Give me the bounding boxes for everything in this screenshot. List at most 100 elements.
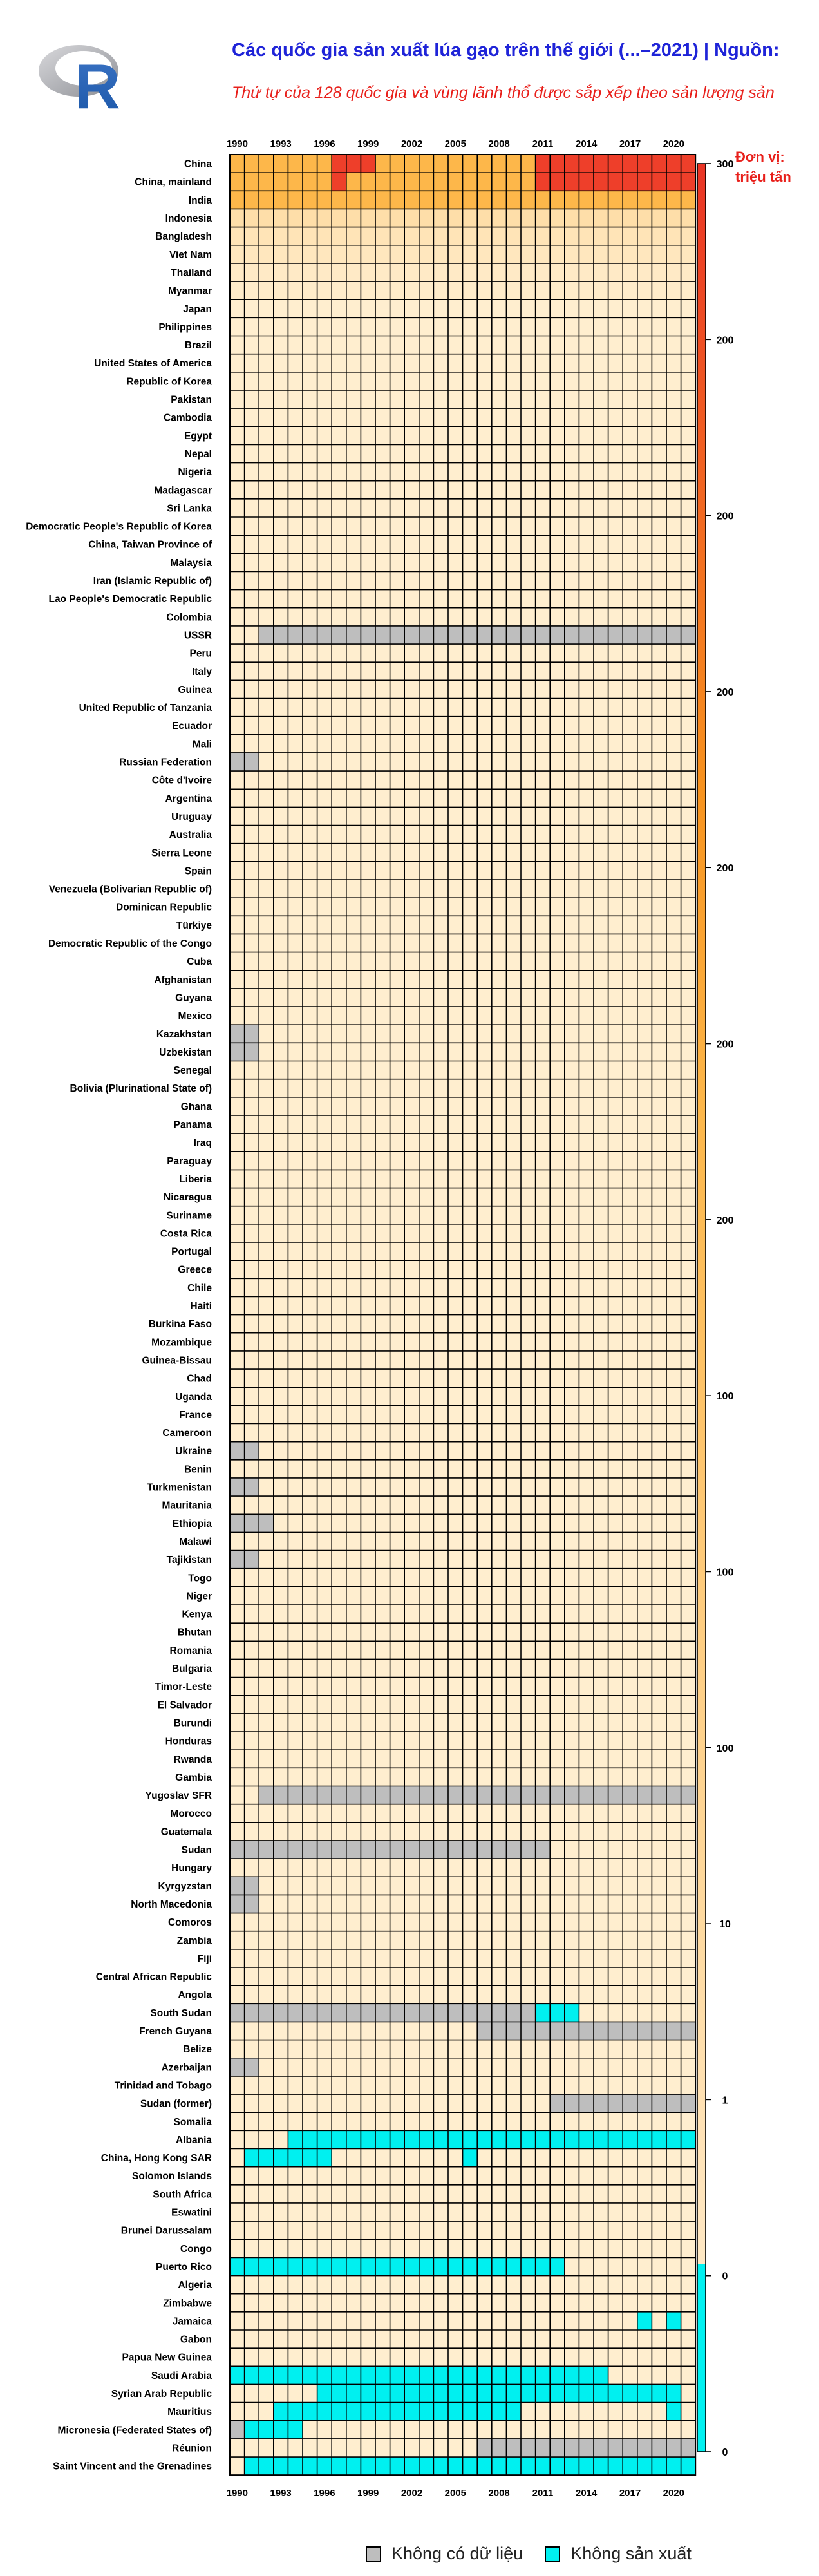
heatmap-cell (288, 1314, 303, 1334)
heatmap-cell (448, 1623, 463, 1642)
heatmap-cell (550, 771, 565, 790)
heatmap-cell (623, 1459, 638, 1479)
heatmap-cell (361, 988, 376, 1007)
heatmap-cell (259, 916, 274, 934)
heatmap-cell (273, 1025, 288, 1043)
heatmap-cell (346, 155, 361, 173)
heatmap-cell (230, 1350, 245, 1370)
heatmap-cell (419, 1079, 434, 1098)
heatmap-cell (419, 1750, 434, 1768)
heatmap-cell (390, 1043, 405, 1061)
heatmap-cell (317, 2384, 332, 2403)
heatmap-cell (506, 1459, 522, 1479)
heatmap-cell (259, 281, 274, 300)
heatmap-cell (477, 1822, 493, 1841)
heatmap-cell (623, 2275, 638, 2295)
heatmap-cell (404, 1496, 420, 1515)
heatmap-cell (623, 1007, 638, 1025)
heatmap-cell (491, 2166, 507, 2186)
heatmap-cell (419, 173, 434, 191)
heatmap-cell (608, 1949, 623, 1968)
heatmap-cell (259, 2330, 274, 2349)
heatmap-cell (288, 2112, 303, 2131)
heatmap-cell (506, 1586, 522, 1605)
heatmap-cell (244, 1659, 259, 1678)
heatmap-cell (623, 1170, 638, 1188)
heatmap-cell (361, 680, 376, 699)
heatmap-cell (666, 1115, 681, 1134)
heatmap-cell (303, 807, 317, 826)
heatmap-cell (594, 2112, 608, 2131)
heatmap-cell (594, 1405, 608, 1424)
heatmap-cell (419, 1405, 434, 1424)
heatmap-cell (288, 1732, 303, 1750)
heatmap-cell (535, 916, 551, 934)
heatmap-cell (506, 843, 522, 862)
heatmap-cell (550, 1423, 565, 1443)
heatmap-cell (477, 1387, 493, 1406)
heatmap-cell (346, 662, 361, 681)
heatmap-cell (594, 2003, 608, 2022)
heatmap-cell (332, 1350, 347, 1370)
heatmap-cell (375, 426, 390, 445)
heatmap-cell (506, 2022, 522, 2040)
heatmap-cell (433, 880, 449, 898)
heatmap-cell (594, 2330, 608, 2349)
heatmap-cell (666, 1532, 681, 1551)
heatmap-cell (404, 1025, 420, 1043)
heatmap-cell (317, 952, 332, 971)
heatmap-cell (637, 898, 652, 916)
heatmap-cell (623, 1314, 638, 1334)
heatmap-cell (346, 1133, 361, 1152)
heatmap-cell (332, 734, 347, 753)
heatmap-cell (317, 2402, 332, 2421)
heatmap-cell (375, 2330, 390, 2349)
heatmap-cell (288, 1188, 303, 1207)
heatmap-cell (288, 662, 303, 681)
heatmap-cell (681, 1496, 696, 1515)
heatmap-cell (303, 354, 317, 373)
heatmap-cell (288, 1061, 303, 1080)
heatmap-cell (332, 1043, 347, 1061)
heatmap-cell (477, 444, 493, 463)
heatmap-cell (535, 1786, 551, 1805)
heatmap-cell (637, 2184, 652, 2204)
heatmap-cell (550, 898, 565, 916)
heatmap-cell (390, 535, 405, 554)
heatmap-cell (317, 825, 332, 844)
heatmap-cell (448, 2022, 463, 2040)
heatmap-cell (666, 1786, 681, 1805)
heatmap-cell (608, 281, 623, 300)
heatmap-cell (448, 553, 463, 572)
heatmap-cell (332, 1985, 347, 2004)
heatmap-cell (521, 155, 536, 173)
heatmap-cell (579, 789, 594, 808)
heatmap-cell (303, 245, 317, 264)
heatmap-cell (666, 2221, 681, 2240)
heatmap-cell (244, 2040, 259, 2059)
heatmap-cell (448, 1151, 463, 1170)
heatmap-cell (448, 607, 463, 627)
heatmap-cell (477, 1278, 493, 1297)
heatmap-cell (230, 408, 245, 427)
country-label: Bolivia (Plurinational State of) (70, 1083, 212, 1094)
heatmap-cell (448, 317, 463, 336)
heatmap-cell (535, 662, 551, 681)
heatmap-cell (521, 2348, 536, 2367)
heatmap-cell (404, 317, 420, 336)
heatmap-cell (361, 227, 376, 246)
heatmap-cell (564, 1532, 579, 1551)
heatmap-cell (404, 662, 420, 681)
heatmap-cell (419, 716, 434, 735)
heatmap-cell (666, 2420, 681, 2439)
heatmap-cell (652, 372, 667, 391)
heatmap-cell (244, 1895, 259, 1913)
heatmap-cell (288, 191, 303, 209)
heatmap-cell (666, 2330, 681, 2349)
heatmap-cell (506, 1659, 522, 1678)
heatmap-cell (404, 227, 420, 246)
heatmap-cell (390, 1786, 405, 1805)
heatmap-cell (390, 1949, 405, 1968)
country-label: South Africa (153, 2189, 212, 2200)
heatmap-cell (332, 1151, 347, 1170)
